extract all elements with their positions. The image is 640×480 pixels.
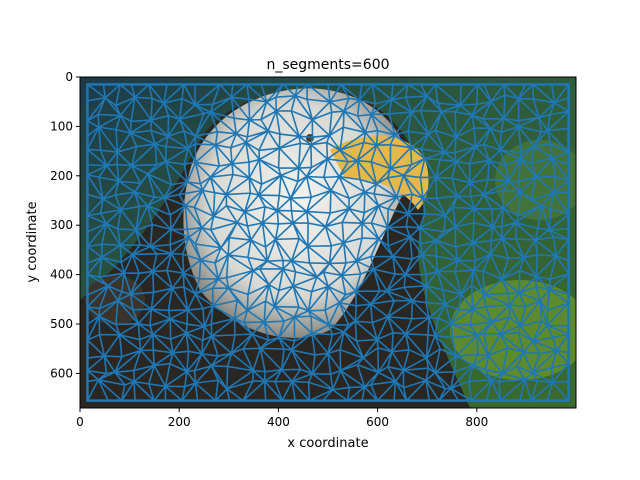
x-tick-label: 400 xyxy=(267,415,290,429)
x-tick-label: 0 xyxy=(76,415,84,429)
mesh-boundary xyxy=(86,83,570,402)
plot-title: n_segments=600 xyxy=(266,57,389,73)
x-tick-label: 600 xyxy=(366,415,389,429)
y-axis-label: y coordinate xyxy=(25,201,40,282)
x-axis-label: x coordinate xyxy=(287,436,368,451)
background-image xyxy=(80,77,576,408)
y-tick-label: 500 xyxy=(50,317,73,331)
x-tick-label: 200 xyxy=(168,415,191,429)
x-tick-label: 800 xyxy=(465,415,488,429)
y-tick-label: 100 xyxy=(50,119,73,133)
y-tick-label: 0 xyxy=(65,70,73,84)
y-tick-label: 200 xyxy=(50,169,73,183)
chart-title: n_segments=600 xyxy=(266,57,389,73)
y-tick-label: 600 xyxy=(50,366,73,380)
y-axis: 0 100 200 300 400 500 600 xyxy=(50,70,80,380)
triangulation-mesh xyxy=(86,83,570,402)
y-tick-label: 300 xyxy=(50,218,73,232)
axes-frame xyxy=(79,76,577,409)
x-axis: 0 200 400 600 800 xyxy=(76,408,488,429)
y-tick-label: 400 xyxy=(50,268,73,282)
